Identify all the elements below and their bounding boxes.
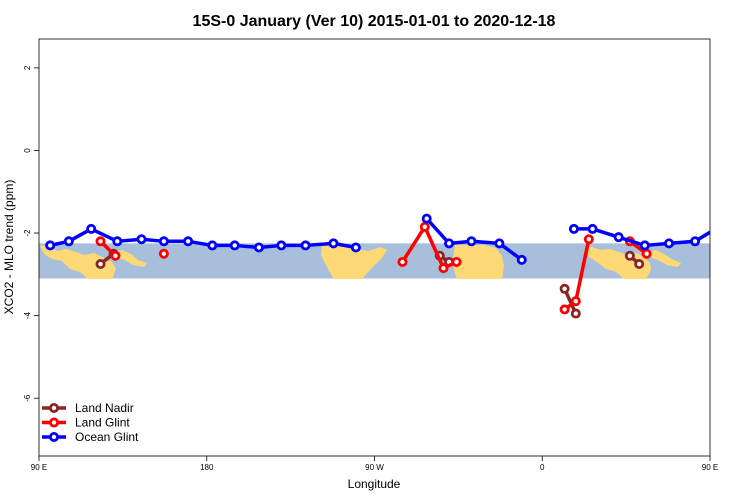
- y-tick-label: -4: [23, 312, 32, 320]
- data-point-land-glint: [438, 263, 449, 274]
- data-point-ocean-glint: [136, 234, 147, 245]
- land-islands-left: [114, 250, 147, 267]
- data-point-ocean-glint: [86, 223, 97, 234]
- data-point-land-nadir: [559, 283, 570, 294]
- y-tick-label: -6: [23, 394, 32, 402]
- data-point-ocean-glint: [350, 242, 361, 253]
- x-tick-label: 90 E: [31, 463, 47, 472]
- data-point-ocean-glint: [444, 238, 455, 249]
- x-tick-label: 180: [200, 463, 214, 472]
- data-point-ocean-glint: [229, 240, 240, 251]
- legend-label: Land Glint: [75, 416, 130, 430]
- legend-item-ocean-glint: Ocean Glint: [42, 430, 139, 444]
- data-point-ocean-glint: [112, 236, 123, 247]
- data-point-ocean-glint: [587, 223, 598, 234]
- land-africa: [453, 245, 504, 279]
- data-point-land-glint: [110, 250, 121, 261]
- land-south-america: [321, 245, 387, 279]
- land-islands-right: [649, 250, 681, 267]
- data-point-ocean-glint: [253, 242, 264, 253]
- series-line-ocean-glint: [573, 227, 710, 248]
- x-axis-label: Longitude: [348, 477, 401, 491]
- data-point-ocean-glint: [300, 240, 311, 251]
- series-ocean-glint: [45, 213, 745, 265]
- data-point-ocean-glint: [712, 225, 719, 232]
- data-point-land-nadir: [624, 250, 635, 261]
- y-tick-label: -2: [23, 229, 32, 237]
- x-tick-label: 90 E: [702, 463, 718, 472]
- legend-item-land-nadir: Land Nadir: [42, 401, 134, 415]
- legend-marker: [49, 417, 60, 428]
- legend-item-land-glint: Land Glint: [42, 416, 130, 430]
- data-point-land-glint: [95, 236, 106, 247]
- data-point-land-nadir: [95, 259, 106, 270]
- data-point-ocean-glint: [183, 236, 194, 247]
- legend-label: Land Nadir: [75, 401, 134, 415]
- data-point-ocean-glint: [663, 238, 674, 249]
- legend-marker: [49, 402, 60, 413]
- chart-title: 15S-0 January (Ver 10) 2015-01-01 to 202…: [193, 13, 556, 30]
- land-australia-left: [40, 245, 116, 279]
- series-layer: [45, 213, 745, 319]
- data-point-ocean-glint: [421, 213, 432, 224]
- series-land-glint: [95, 221, 652, 315]
- land-shapes: [40, 245, 681, 279]
- data-point-ocean-glint: [516, 254, 527, 265]
- y-tick-label: 0: [23, 148, 32, 153]
- data-point-ocean-glint: [639, 240, 650, 251]
- data-point-ocean-glint: [690, 236, 701, 247]
- data-point-land-glint: [419, 221, 430, 232]
- data-point-ocean-glint: [328, 238, 339, 249]
- data-point-land-glint: [641, 248, 652, 259]
- data-point-ocean-glint: [568, 223, 579, 234]
- data-point-ocean-glint: [63, 236, 74, 247]
- series-line-land-glint: [400, 225, 458, 270]
- data-point-ocean-glint: [466, 236, 477, 247]
- data-point-ocean-glint: [207, 240, 218, 251]
- data-point-land-nadir: [570, 308, 581, 319]
- legend-label: Ocean Glint: [75, 430, 139, 444]
- data-point-ocean-glint: [613, 232, 624, 243]
- data-point-ocean-glint: [158, 236, 169, 247]
- x-tick-label: 90 W: [365, 463, 384, 472]
- x-tick-label: 0: [540, 463, 545, 472]
- data-point-land-glint: [559, 304, 570, 315]
- data-point-ocean-glint: [494, 238, 505, 249]
- y-tick-label: 2: [23, 65, 32, 70]
- y-axis: 2 0 -2 -4 -6: [23, 65, 39, 402]
- data-point-ocean-glint: [738, 238, 745, 245]
- data-point-ocean-glint: [45, 240, 56, 251]
- y-axis-label: XCO2 - MLO trend (ppm): [2, 180, 16, 315]
- data-point-land-glint: [583, 234, 594, 245]
- data-point-land-glint: [397, 256, 408, 267]
- legend-marker: [49, 431, 60, 442]
- data-point-ocean-glint: [276, 240, 287, 251]
- data-point-land-glint: [451, 256, 462, 267]
- data-point-land-glint: [570, 296, 581, 307]
- data-point-land-glint: [158, 248, 169, 259]
- x-axis: 90 E 180 90 W 0 90 E: [31, 456, 718, 472]
- land-australia-right: [585, 245, 651, 279]
- data-point-land-nadir: [634, 259, 645, 270]
- map-band: [39, 243, 710, 279]
